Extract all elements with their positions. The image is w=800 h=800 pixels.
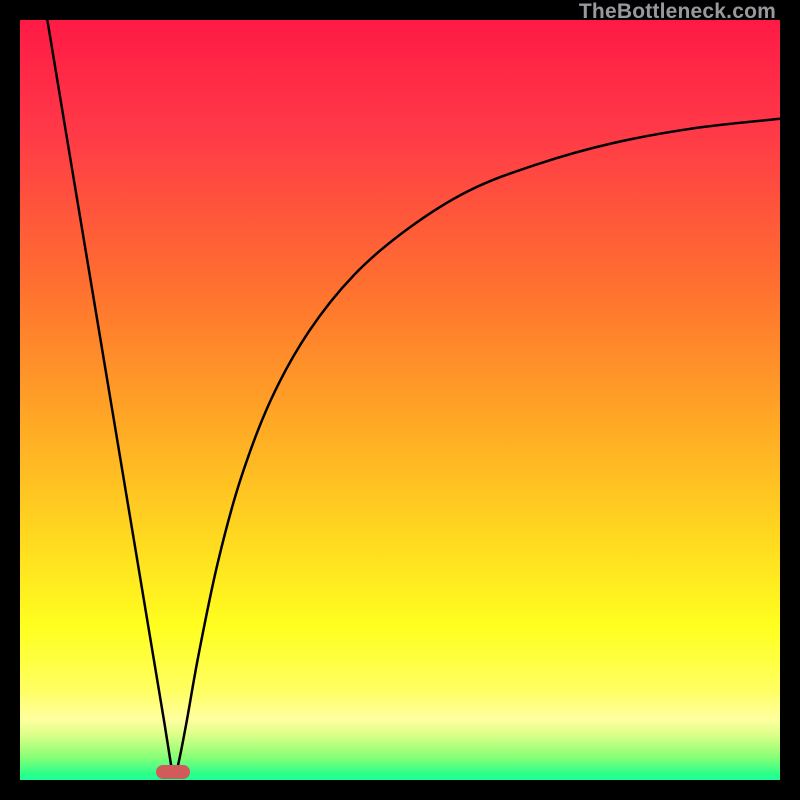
min-marker-pill xyxy=(156,765,190,779)
bottleneck-curve xyxy=(20,20,780,780)
chart-frame: TheBottleneck.com xyxy=(0,0,800,800)
